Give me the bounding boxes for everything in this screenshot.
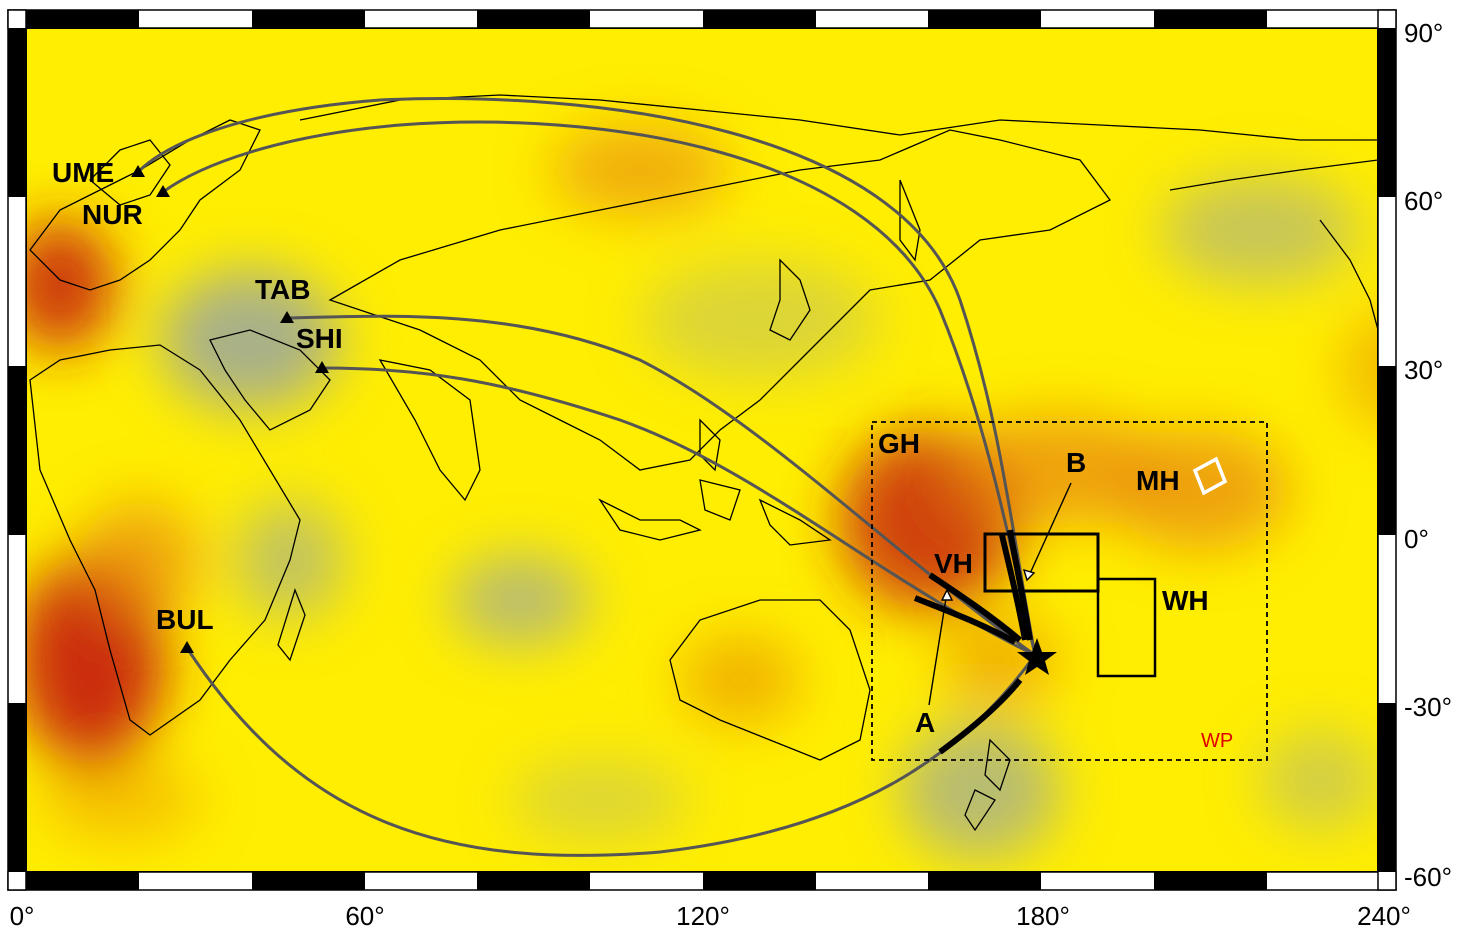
arrow-b bbox=[1027, 482, 1072, 579]
path-shi bbox=[321, 366, 1036, 657]
wh-region-box bbox=[1096, 577, 1157, 678]
left-border bbox=[7, 9, 27, 891]
region-label-mh: MH bbox=[1136, 465, 1180, 496]
path-nur bbox=[162, 120, 1037, 656]
segment-bul bbox=[938, 678, 1023, 755]
region-label-wh: WH bbox=[1162, 585, 1209, 616]
label-b: B bbox=[1066, 447, 1086, 478]
x-tick-180: 180° bbox=[1016, 901, 1070, 931]
region-label-wp: WP bbox=[1201, 730, 1233, 752]
station-ume-icon bbox=[131, 165, 145, 177]
arrow-a bbox=[928, 591, 948, 706]
station-tab-icon bbox=[280, 311, 294, 323]
segment-ume bbox=[1007, 529, 1033, 641]
station-bul-icon bbox=[180, 641, 194, 653]
x-tick-240: 240° bbox=[1357, 901, 1411, 931]
path-tab bbox=[286, 314, 1036, 657]
gh-region-box bbox=[871, 421, 1268, 761]
anomaly-field bbox=[26, 125, 1378, 860]
label-a: A bbox=[915, 707, 935, 738]
y-axis-labels: 90° 60° 30° 0° -30° -60° bbox=[1404, 18, 1452, 892]
station-nur-icon bbox=[156, 185, 170, 197]
vh-region-box bbox=[983, 532, 1100, 593]
mh-diamond bbox=[1192, 456, 1228, 496]
x-axis-labels: 0° 60° 120° 180° 240° bbox=[10, 901, 1411, 931]
top-border bbox=[7, 9, 1397, 29]
stations bbox=[131, 165, 329, 653]
region-label-vh: VH bbox=[934, 548, 973, 579]
pointer-arrows bbox=[928, 482, 1072, 706]
y-tick-30: 30° bbox=[1404, 355, 1443, 385]
station-label-bul: BUL bbox=[156, 604, 214, 635]
station-label-nur: NUR bbox=[82, 199, 143, 230]
station-label-tab: TAB bbox=[255, 274, 310, 305]
y-tick-90: 90° bbox=[1404, 18, 1443, 48]
region-label-gh: GH bbox=[878, 428, 920, 459]
coastlines bbox=[29, 94, 1378, 832]
y-tick-0: 0° bbox=[1404, 524, 1429, 554]
station-shi-icon bbox=[315, 361, 329, 373]
earthquake-star-icon bbox=[1017, 638, 1057, 675]
right-border bbox=[1377, 9, 1397, 891]
x-tick-120: 120° bbox=[676, 901, 730, 931]
x-tick-60: 60° bbox=[345, 901, 384, 931]
x-tick-0: 0° bbox=[10, 901, 35, 931]
path-ume bbox=[136, 97, 1037, 656]
sampled-segments bbox=[913, 529, 1033, 755]
y-tick-minus60: -60° bbox=[1404, 862, 1452, 892]
station-label-ume: UME bbox=[52, 157, 114, 188]
segment-tab bbox=[928, 572, 1022, 643]
segment-nur bbox=[999, 534, 1028, 641]
station-label-shi: SHI bbox=[296, 323, 343, 354]
y-tick-60: 60° bbox=[1404, 186, 1443, 216]
bottom-border bbox=[7, 871, 1397, 891]
y-tick-minus30: -30° bbox=[1404, 692, 1452, 722]
segment-shi bbox=[913, 595, 1017, 645]
